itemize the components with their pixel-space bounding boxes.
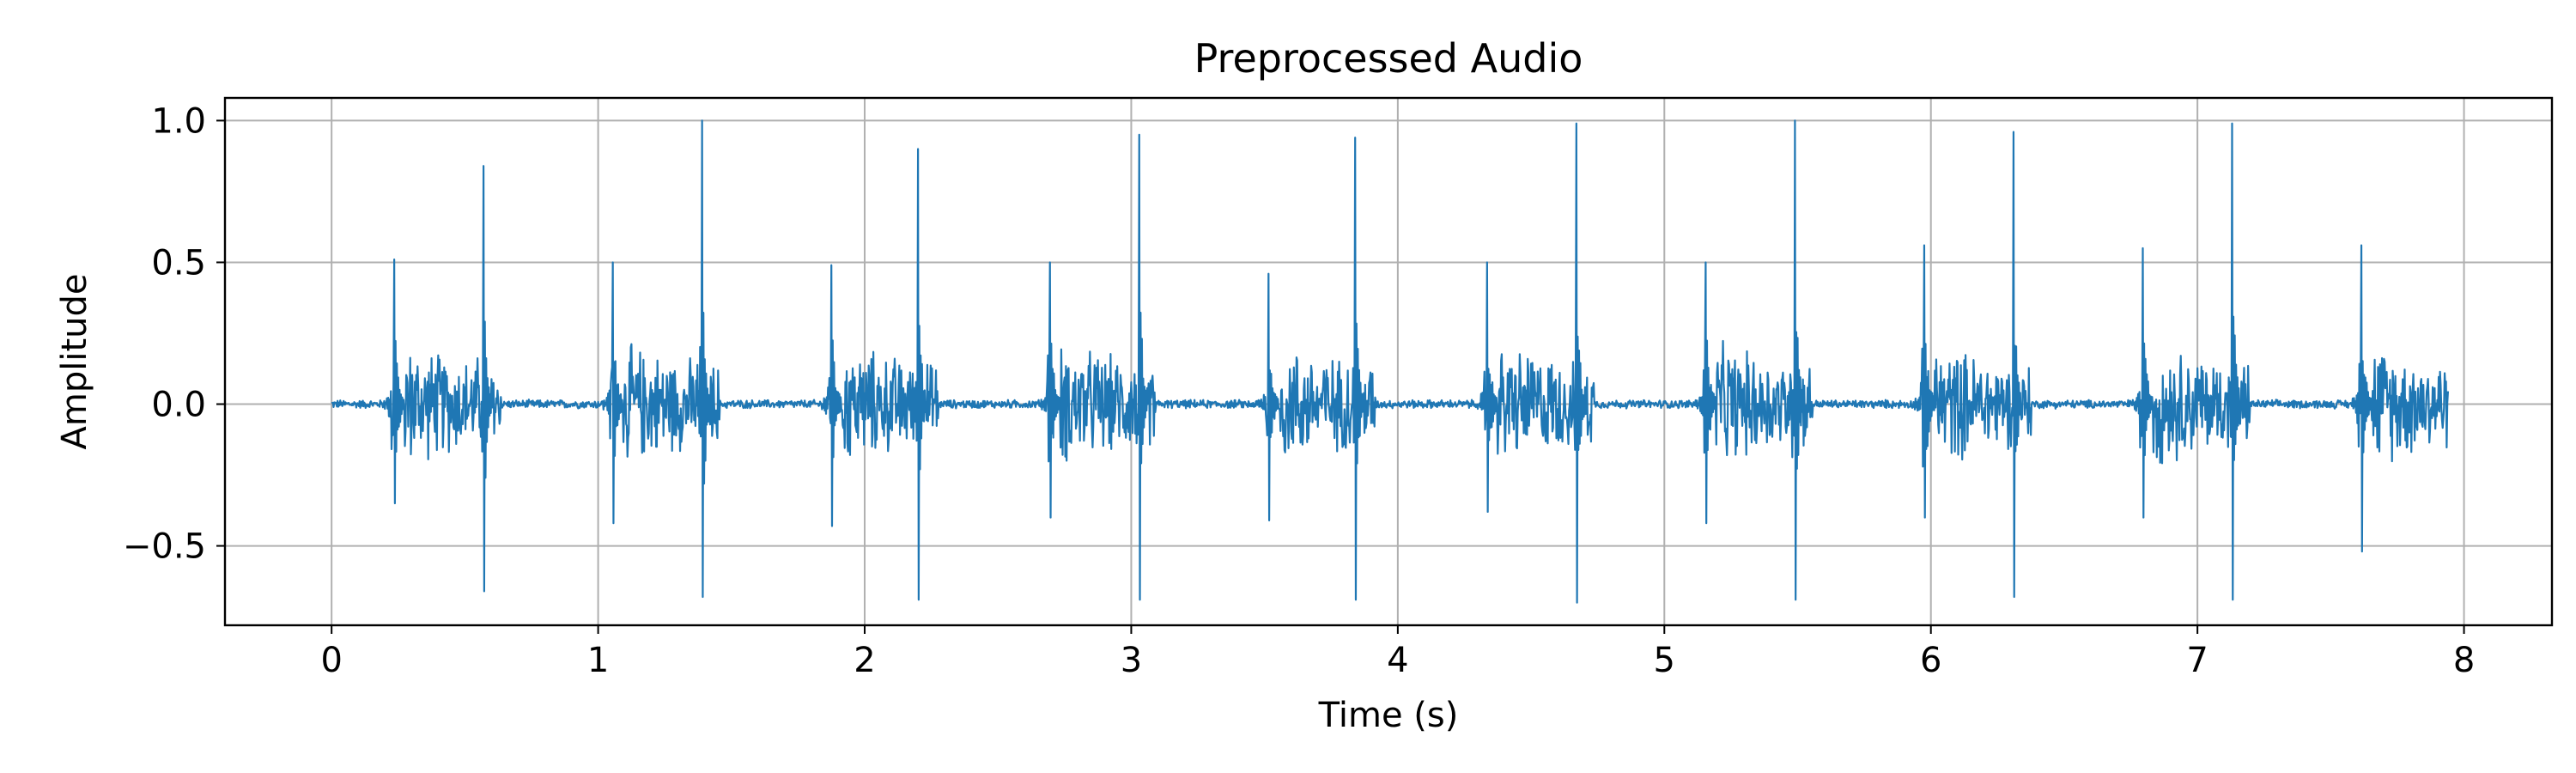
x-tick-label: 6: [1920, 641, 1941, 680]
axis-ticks: 0 1 2 3 4 5 6 7 8 −0.5 0.0 0.5 1.0: [123, 101, 2475, 680]
waveform-series-line: [331, 119, 2450, 604]
x-tick-label: 4: [1387, 641, 1408, 680]
x-tick-label: 3: [1121, 641, 1142, 680]
y-tick-label: 1.0: [151, 101, 206, 141]
x-tick-label: 5: [1654, 641, 1675, 680]
y-axis-label: Amplitude: [55, 274, 94, 450]
x-tick-label: 2: [854, 641, 875, 680]
y-tick-label: 0.0: [151, 386, 206, 425]
y-tick-label: 0.5: [151, 243, 206, 283]
y-tick-label: −0.5: [123, 527, 206, 567]
x-tick-label: 1: [587, 641, 609, 680]
x-tick-label: 7: [2186, 641, 2208, 680]
chart-title: Preprocessed Audio: [1194, 35, 1583, 82]
axes-frame: [223, 96, 2554, 627]
x-tick-label: 0: [320, 641, 342, 680]
x-tick-label: 8: [2453, 641, 2475, 680]
x-axis-label: Time (s): [1318, 696, 1459, 735]
plot-area: [331, 119, 2450, 604]
